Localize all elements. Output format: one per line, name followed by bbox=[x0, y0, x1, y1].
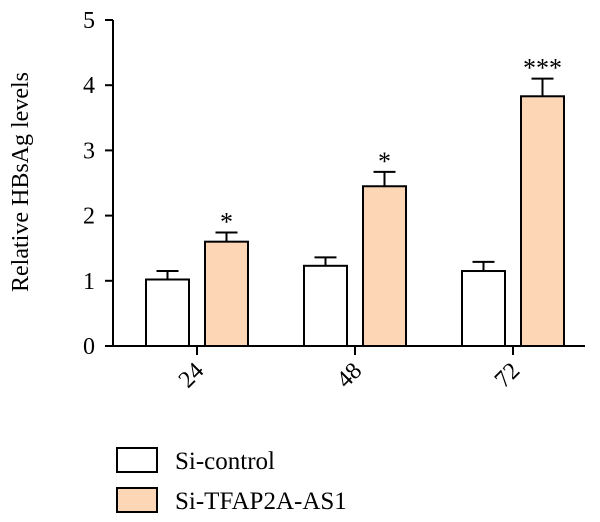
y-axis-label: Relative HBsAg levels bbox=[8, 72, 34, 292]
legend-label-si-control: Si-control bbox=[175, 448, 275, 475]
x-tick-label-24: 24 bbox=[174, 358, 209, 393]
bar-si-tfap2a-as1-48 bbox=[362, 185, 407, 347]
significance-24: * bbox=[220, 208, 233, 237]
x-tick-label-72: 72 bbox=[490, 358, 525, 393]
y-tick-label-3: 3 bbox=[83, 138, 95, 164]
y-tick-label-2: 2 bbox=[83, 204, 95, 230]
legend-swatch-si-tfap2a-as1 bbox=[116, 487, 158, 513]
legend: Si-control Si-TFAP2A-AS1 bbox=[116, 447, 347, 515]
y-tick-label-1: 1 bbox=[83, 269, 95, 295]
bar-si-control-72 bbox=[461, 270, 506, 347]
y-tick-label-0: 0 bbox=[83, 334, 95, 360]
legend-label-si-tfap2a-as1: Si-TFAP2A-AS1 bbox=[175, 488, 347, 515]
significance-48: * bbox=[378, 147, 391, 176]
bar-si-control-48 bbox=[303, 264, 348, 347]
plot-area: 0 1 2 3 4 5 * 24 * 48 *** 72 bbox=[83, 8, 585, 393]
bar-si-control-24 bbox=[145, 278, 190, 347]
bar-si-tfap2a-as1-72 bbox=[520, 95, 565, 347]
bar-si-tfap2a-as1-24 bbox=[204, 240, 249, 347]
significance-72: *** bbox=[523, 54, 562, 83]
x-tick-label-48: 48 bbox=[332, 358, 367, 393]
y-tick-label-4: 4 bbox=[83, 73, 95, 99]
legend-swatch-si-control bbox=[116, 447, 158, 473]
y-tick-label-5: 5 bbox=[83, 8, 95, 34]
